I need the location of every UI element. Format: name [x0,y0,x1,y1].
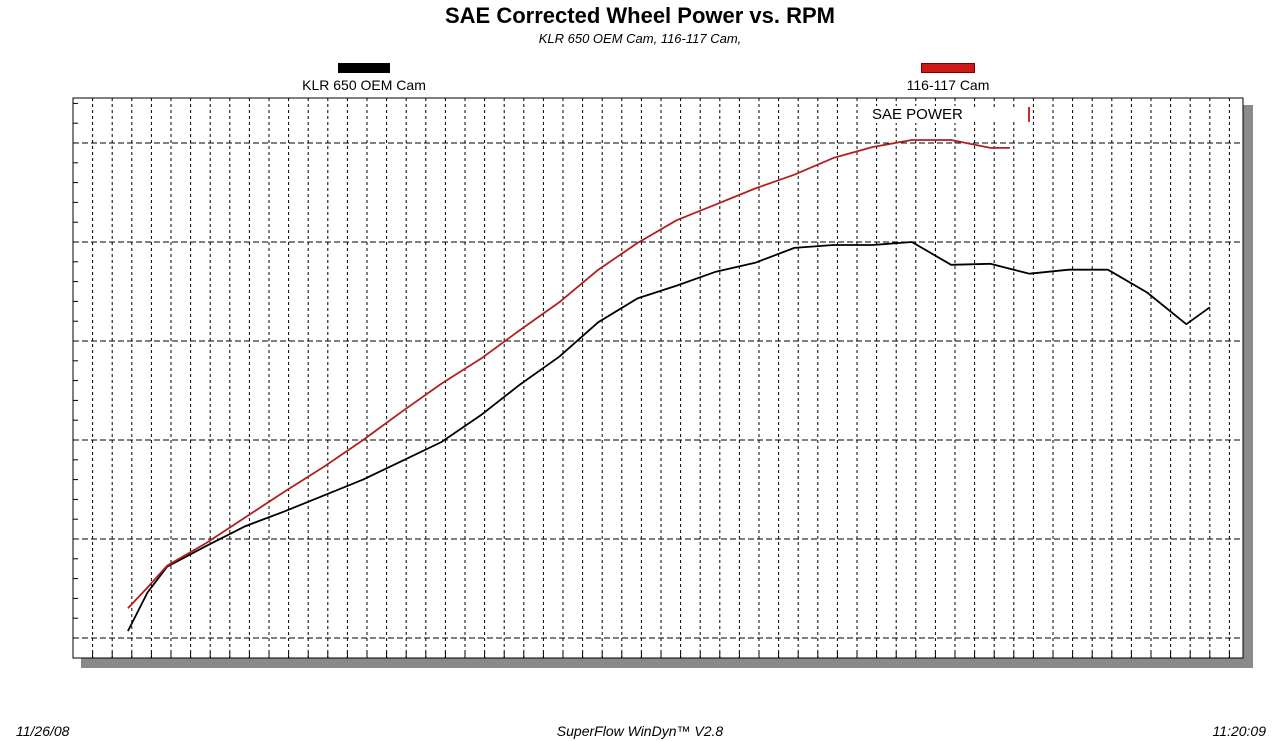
sae-label-box [966,107,1030,122]
legend-item-cam: 116-117 Cam [878,63,1018,93]
footer-software: SuperFlow WinDyn™ V2.8 [556,723,724,739]
chart-title: SAE Corrected Wheel Power vs. RPM [445,3,835,28]
legend-swatch-red [921,63,975,73]
sae-power-label: SAE POWER [870,106,965,123]
legend-label-oem: KLR 650 OEM Cam [302,77,426,93]
plot-area [72,97,1244,659]
footer-time: 11:20:09 [1212,723,1266,739]
series-line-oem [127,241,1211,632]
series-group [127,139,1211,632]
footer-date: 11/26/08 [16,723,70,739]
legend-item-oem: KLR 650 OEM Cam [284,63,444,93]
grid [73,98,1243,658]
series-line-cam [127,139,1010,609]
legend-swatch-black [338,63,390,73]
legend-label-cam: 116-117 Cam [906,77,990,93]
chart-subtitle: KLR 650 OEM Cam, 116-117 Cam, [538,31,742,46]
